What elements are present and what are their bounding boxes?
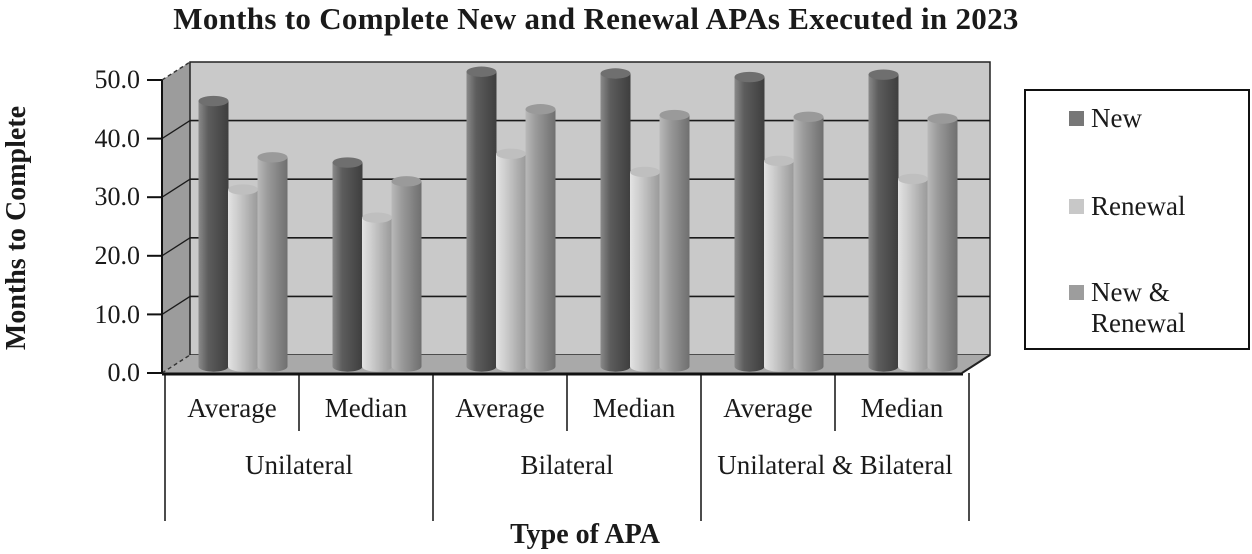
y-tick-label: 20.0: [94, 241, 141, 270]
y-axis-title: Months to Complete: [1, 105, 32, 351]
x-group-label: Unilateral: [245, 450, 353, 480]
chart-title: Months to Complete New and Renewal APAs …: [173, 1, 1019, 36]
y-tick-label: 50.0: [94, 65, 141, 94]
x-sub-label: Average: [723, 393, 813, 423]
legend-swatch-renewal-icon: [1069, 199, 1084, 214]
legend-label: New: [1091, 103, 1142, 133]
x-sub-label: Median: [324, 393, 408, 423]
y-tick-label: 10.0: [94, 300, 141, 329]
y-tick-label: 30.0: [94, 182, 141, 211]
legend-item-renewal: Renewal: [1069, 191, 1213, 222]
x-sub-label: Median: [860, 393, 944, 423]
legend: New Renewal New & Renewal: [1024, 89, 1250, 350]
y-tick-label: 40.0: [94, 124, 141, 153]
legend-swatch-new-and-renewal-icon: [1069, 285, 1084, 300]
legend-item-new: New: [1069, 103, 1213, 134]
legend-label: New & Renewal: [1091, 277, 1186, 338]
x-sub-label: Median: [592, 393, 676, 423]
x-sub-label: Average: [187, 393, 277, 423]
legend-item-new-and-renewal: New & Renewal: [1069, 277, 1213, 339]
x-axis-title: Type of APA: [510, 519, 660, 550]
legend-label: Renewal: [1091, 191, 1186, 221]
x-group-label: Unilateral & Bilateral: [717, 450, 953, 480]
x-sub-label: Average: [455, 393, 545, 423]
y-tick-label: 0.0: [107, 358, 141, 387]
legend-swatch-new-icon: [1069, 111, 1084, 126]
x-group-label: Bilateral: [520, 450, 614, 480]
